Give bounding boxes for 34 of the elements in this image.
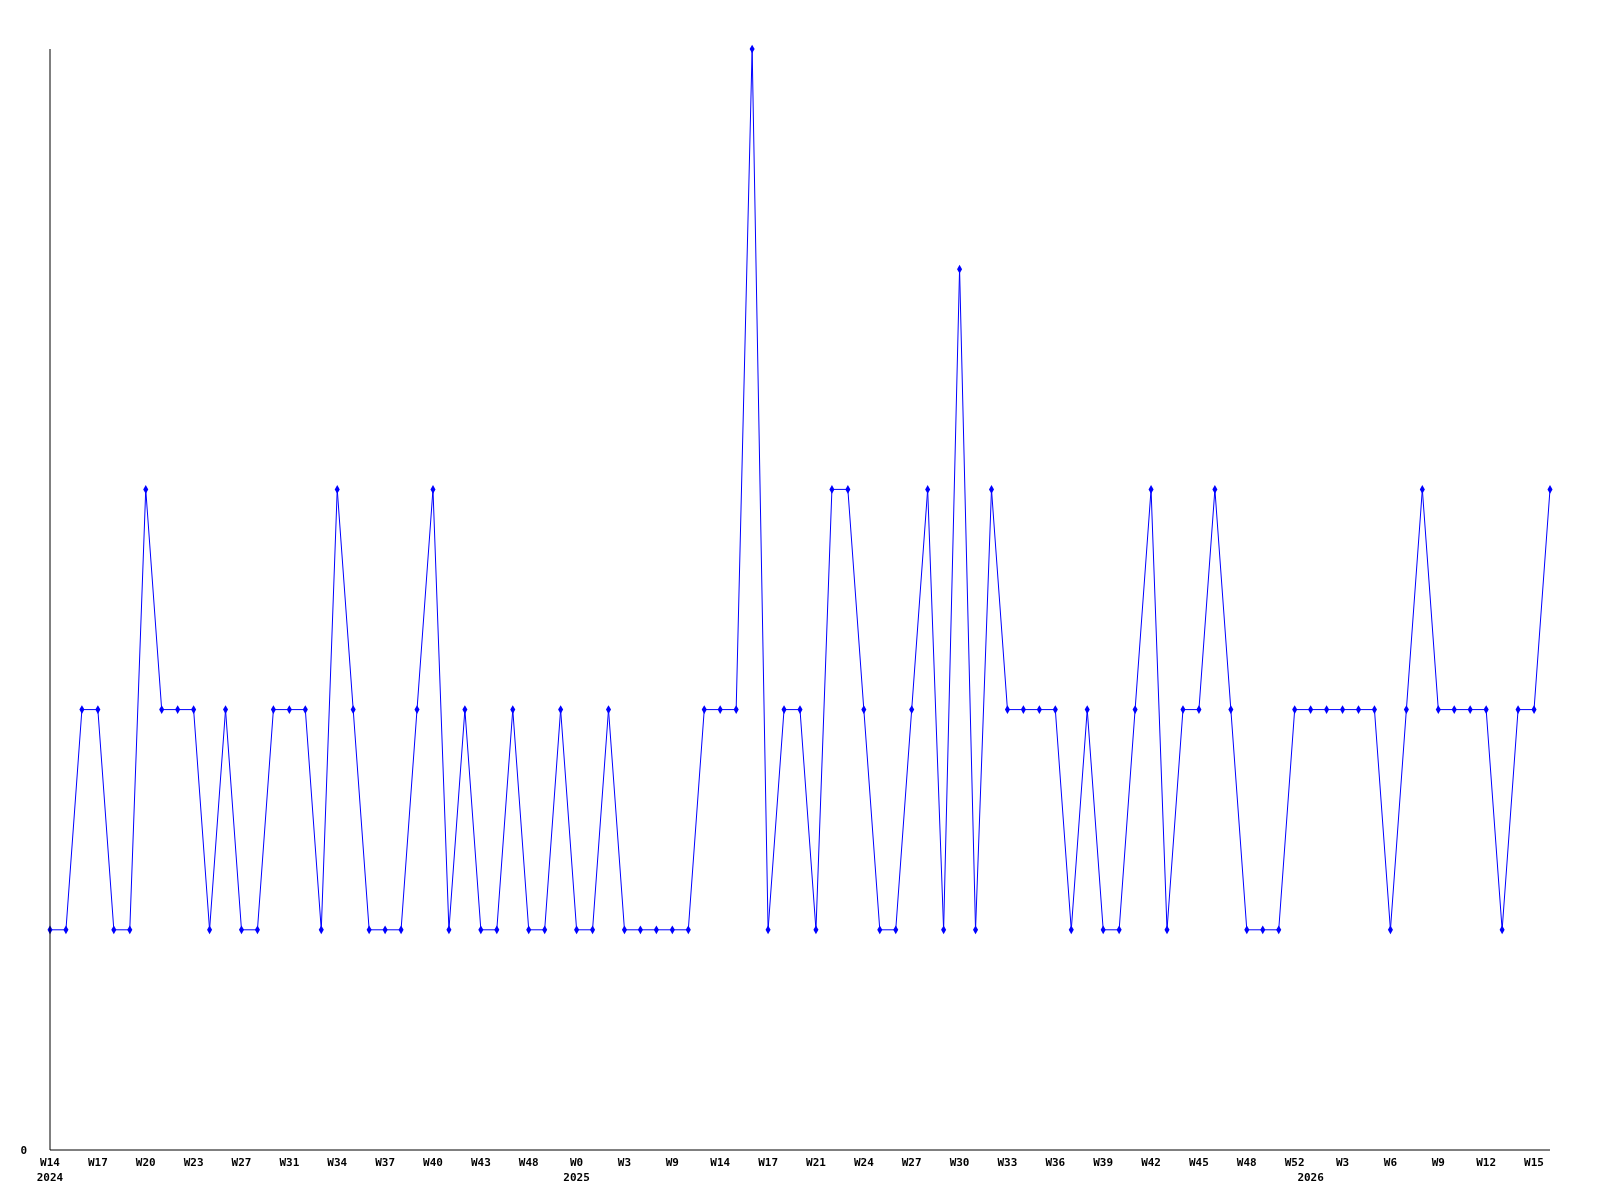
text: 0 bbox=[20, 1143, 27, 1157]
x-tick-label: W12 bbox=[1476, 1155, 1497, 1169]
x-tick-label: W36 bbox=[1045, 1155, 1066, 1169]
x-tick-label: W17 bbox=[758, 1155, 779, 1169]
x-tick-label: W27 bbox=[231, 1155, 252, 1169]
x-tick-label: W52 bbox=[1284, 1155, 1305, 1169]
x-tick-label: W40 bbox=[423, 1155, 443, 1169]
x-tick-label: W43 bbox=[470, 1155, 491, 1169]
x-tick-label: W48 bbox=[518, 1155, 539, 1169]
x-tick-label: W3 bbox=[1335, 1155, 1350, 1169]
x-tick-label: W39 bbox=[1093, 1155, 1114, 1169]
x-tick-label: W23 bbox=[183, 1155, 204, 1169]
x-tick-label: W34 bbox=[327, 1155, 348, 1169]
x-tick-label: W45 bbox=[1189, 1155, 1209, 1169]
x-tick-label: W6 bbox=[1383, 1155, 1398, 1169]
x-tick-label: W0 2025 bbox=[563, 1155, 590, 1184]
x-tick-label: W15 bbox=[1524, 1155, 1544, 1169]
x-tick-label: 2026 bbox=[1297, 1170, 1325, 1184]
x-tick-label: W9 bbox=[665, 1155, 679, 1169]
x-tick-label: W20 bbox=[135, 1155, 156, 1169]
x-tick-label: W14 2024 bbox=[36, 1155, 64, 1184]
x-tick-label: W27 bbox=[901, 1155, 922, 1169]
x-tick-label: W42 bbox=[1141, 1155, 1161, 1169]
x-tick-label: W48 bbox=[1236, 1155, 1257, 1169]
x-tick-label: W9 bbox=[1431, 1155, 1445, 1169]
x-tick-label: W37 bbox=[375, 1155, 396, 1169]
x-tick-label: W3 bbox=[617, 1155, 632, 1169]
x-tick-label: W24 bbox=[853, 1155, 875, 1169]
x-tick-label: W33 bbox=[997, 1155, 1018, 1169]
x-tick-label: W21 bbox=[806, 1155, 827, 1169]
x-tick-label: W30 bbox=[949, 1155, 970, 1169]
x-tick-label: W17 bbox=[87, 1155, 108, 1169]
x-tick-label: W31 bbox=[279, 1155, 300, 1169]
x-tick-label: W14 bbox=[710, 1155, 731, 1169]
